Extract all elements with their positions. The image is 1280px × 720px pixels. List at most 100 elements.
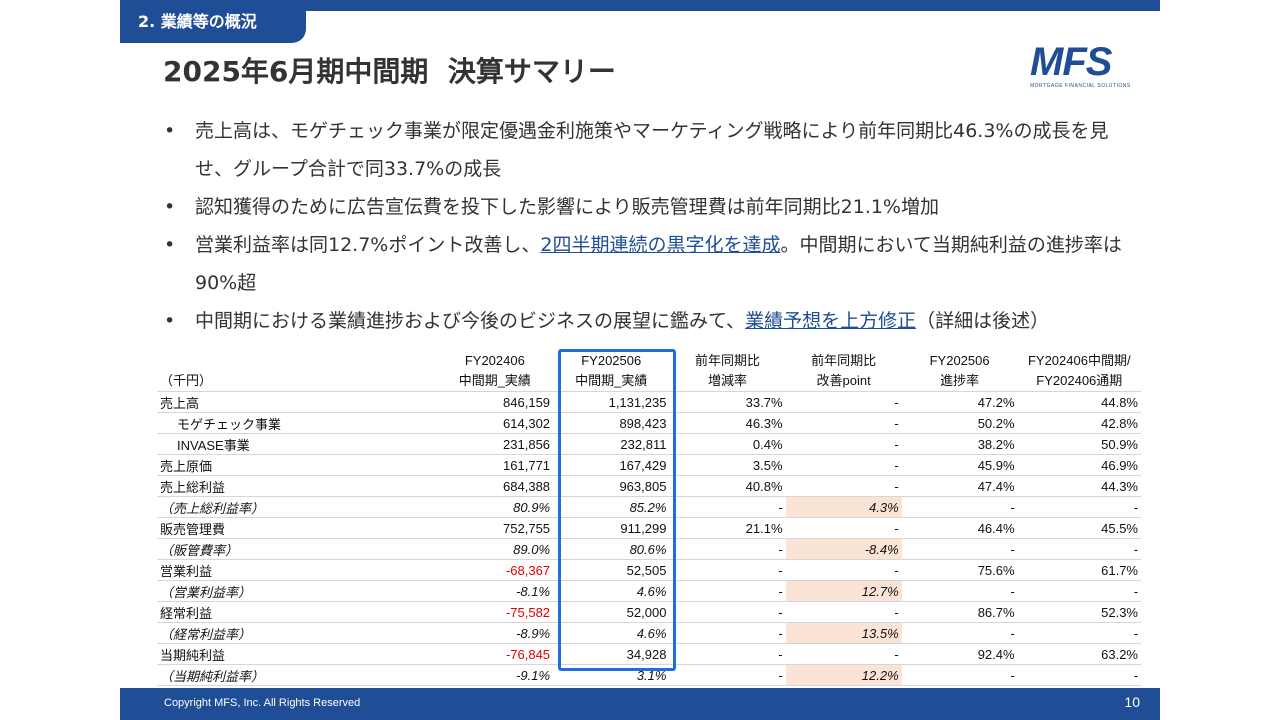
table-cell: 42.8%: [1017, 412, 1141, 434]
row-label: 経常利益: [157, 601, 437, 623]
table-cell: -: [785, 559, 902, 581]
row-label: （営業利益率）: [157, 580, 437, 602]
table-cell-highlight: 13.5%: [785, 622, 902, 644]
table-cell-highlight: 12.7%: [785, 580, 902, 602]
table-cell: 46.9%: [1017, 454, 1141, 476]
table-cell: -: [785, 454, 902, 476]
table-cell: 63.2%: [1017, 643, 1141, 665]
table-cell: 1,131,235: [553, 391, 670, 413]
table-cell: -: [785, 475, 902, 497]
table-cell: -: [669, 559, 786, 581]
bullet-dot-icon: •: [164, 196, 176, 218]
footer-bar: Copyright MFS, Inc. All Rights Reserved …: [120, 688, 1160, 720]
row-label: 売上総利益: [157, 475, 437, 497]
table-cell: -: [785, 433, 902, 455]
table-cell-negative: -68,367: [436, 559, 554, 581]
table-cell: -: [901, 496, 1018, 518]
table-cell: -: [785, 391, 902, 413]
table-cell: -9.1%: [436, 664, 554, 686]
table-cell: -: [1017, 538, 1141, 560]
row-label: 販売管理費: [157, 517, 437, 539]
table-cell: -: [785, 412, 902, 434]
forecast-revision-link[interactable]: 業績予想を上方修正: [745, 310, 917, 332]
col-header: 増減率: [669, 371, 786, 392]
table-cell: -: [785, 601, 902, 623]
table-cell: 52,505: [553, 559, 670, 581]
top-accent-bar: [120, 0, 1160, 11]
section-label: 2. 業績等の概況: [120, 0, 306, 43]
table-row: 当期純利益 -76,845 34,928 - - 92.4% 63.2%: [157, 643, 1141, 665]
table-cell: 4.6%: [553, 622, 670, 644]
bullet-text: 売上高は、モゲチェック事業が限定優遇金利施策やマーケティング戦略により前年同期比…: [195, 120, 1109, 180]
page-number: 10: [1124, 694, 1140, 710]
row-label: （経常利益率）: [157, 622, 437, 644]
bullet-text: 中間期における業績進捗および今後のビジネスの展望に鑑みて、: [195, 310, 746, 332]
table-row: （販管費率） 89.0% 80.6% - -8.4% - -: [157, 538, 1141, 560]
summary-bullets: • 売上高は、モゲチェック事業が限定優遇金利施策やマーケティング戦略により前年同…: [162, 112, 1132, 340]
unit-label: （千円）: [157, 371, 437, 392]
table-cell: -: [901, 538, 1018, 560]
table-cell: 45.5%: [1017, 517, 1141, 539]
table-cell: 89.0%: [436, 538, 554, 560]
row-label: 売上高: [157, 391, 437, 413]
table-cell: -: [785, 517, 902, 539]
logo-subtext: MORTGAGE FINANCIAL SOLUTIONS: [1030, 83, 1131, 89]
table-cell: 75.6%: [901, 559, 1018, 581]
table-cell-negative: -76,845: [436, 643, 554, 665]
row-label: 営業利益: [157, 559, 437, 581]
table-cell: -: [669, 643, 786, 665]
table-cell: 52.3%: [1017, 601, 1141, 623]
row-label: （当期純利益率）: [157, 664, 437, 686]
table-cell: -: [669, 538, 786, 560]
table-cell: 963,805: [553, 475, 670, 497]
table-row: 売上原価 161,771 167,429 3.5% - 45.9% 46.9%: [157, 454, 1141, 476]
table-cell: 752,755: [436, 517, 554, 539]
row-label: INVASE事業: [157, 433, 437, 455]
table-cell: -: [1017, 496, 1141, 518]
bullet-text-tail: （詳細は後述）: [916, 310, 1050, 332]
table-cell: 3.1%: [553, 664, 670, 686]
table-cell: -8.9%: [436, 622, 554, 644]
col-header: FY202406通期: [1017, 371, 1141, 392]
col-header: 中間期_実績: [436, 371, 554, 392]
table-cell-highlight: -8.4%: [785, 538, 902, 560]
table-cell: -8.1%: [436, 580, 554, 602]
col-header: 前年同期比: [694, 353, 760, 368]
table-cell: -: [901, 580, 1018, 602]
table-cell: 34,928: [553, 643, 670, 665]
table-cell: 0.4%: [669, 433, 786, 455]
col-header: FY202406: [464, 353, 525, 368]
col-header: 前年同期比: [811, 353, 877, 368]
table-cell: 44.8%: [1017, 391, 1141, 413]
bullet-item: • 売上高は、モゲチェック事業が限定優遇金利施策やマーケティング戦略により前年同…: [162, 112, 1132, 188]
table-cell: 232,811: [553, 433, 670, 455]
table-row: 販売管理費 752,755 911,299 21.1% - 46.4% 45.5…: [157, 517, 1141, 539]
table-row: （売上総利益率） 80.9% 85.2% - 4.3% - -: [157, 496, 1141, 518]
table-cell: 85.2%: [553, 496, 670, 518]
table-cell: -: [901, 664, 1018, 686]
black-ink-link[interactable]: 2四半期連続の黒字化を達成: [540, 234, 781, 256]
table-cell: 52,000: [553, 601, 670, 623]
table-cell: 86.7%: [901, 601, 1018, 623]
logo-text: MFS: [1030, 40, 1112, 84]
table-cell: 161,771: [436, 454, 554, 476]
table-cell: -: [669, 622, 786, 644]
table-cell: 4.6%: [553, 580, 670, 602]
page-title: 2025年6月期中間期 決算サマリー: [163, 55, 616, 88]
table-cell: -: [1017, 580, 1141, 602]
financial-summary-table: FY202406 FY202506 前年同期比 前年同期比 FY202506 F…: [157, 351, 1141, 686]
table-cell: -: [901, 622, 1018, 644]
header-blank: [157, 351, 437, 371]
row-label: （売上総利益率）: [157, 496, 437, 518]
table-row: 売上高 846,159 1,131,235 33.7% - 47.2% 44.8…: [157, 391, 1141, 413]
table-cell: 231,856: [436, 433, 554, 455]
table-cell: 45.9%: [901, 454, 1018, 476]
col-header: FY202406中間期/: [1027, 353, 1131, 368]
table-cell: 92.4%: [901, 643, 1018, 665]
table-row: 売上総利益 684,388 963,805 40.8% - 47.4% 44.3…: [157, 475, 1141, 497]
row-label: （販管費率）: [157, 538, 437, 560]
table-row: INVASE事業 231,856 232,811 0.4% - 38.2% 50…: [157, 433, 1141, 455]
table-cell: 684,388: [436, 475, 554, 497]
bullet-item: • 認知獲得のために広告宣伝費を投下した影響により販売管理費は前年同期比21.1…: [162, 188, 1132, 226]
table-cell: 167,429: [553, 454, 670, 476]
